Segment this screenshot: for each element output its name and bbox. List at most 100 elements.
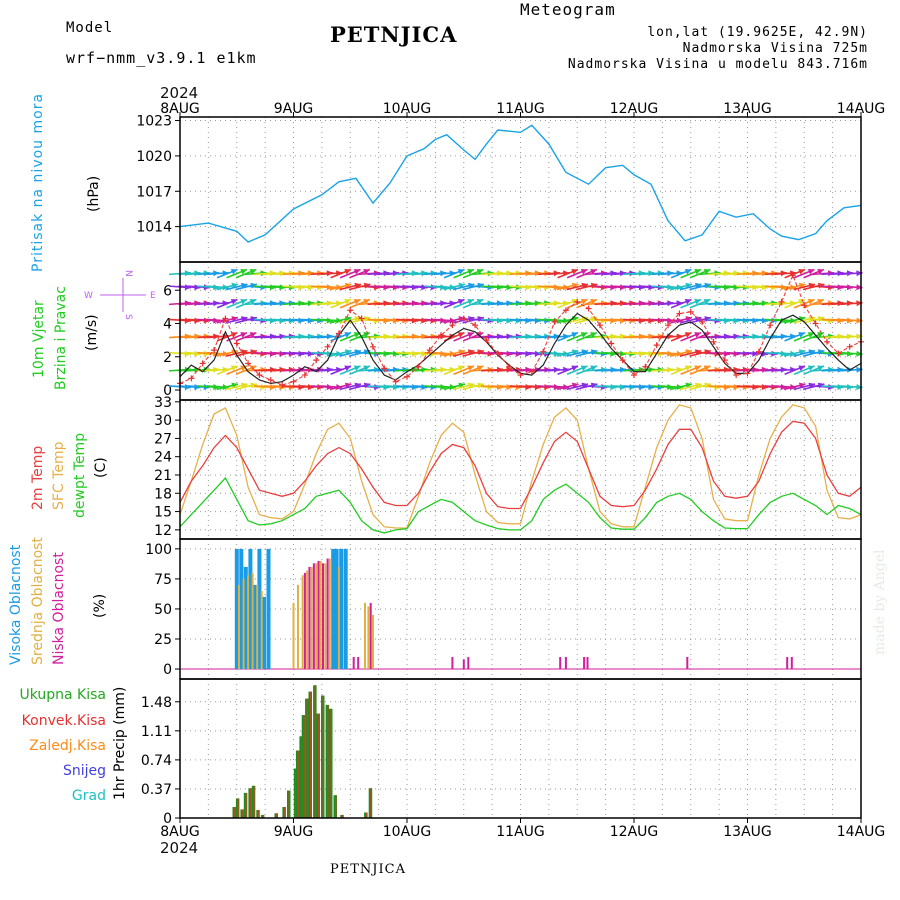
wind-barb: [443, 298, 465, 309]
cloud-bar: [339, 548, 344, 670]
gust-marker: [517, 372, 524, 379]
low-cloud-title: Niska Oblacnost: [51, 552, 67, 665]
gust-marker: [812, 320, 819, 327]
y-tick-label: 0: [163, 662, 172, 678]
gust-marker: [301, 372, 308, 379]
precip-bar-conv: [310, 691, 312, 818]
y-tick-label: 1.48: [141, 695, 172, 711]
y-tick-label: 1.11: [141, 724, 172, 740]
gust-marker: [438, 332, 445, 339]
precip-bar-conv: [365, 812, 368, 818]
cloud-bar: [319, 560, 322, 670]
cloud-bar: [357, 657, 360, 669]
gust-marker: [222, 315, 229, 322]
location-coordinates: lon,lat (19.9625E, 42.9N): [647, 25, 868, 40]
legend-snow: Snijeg: [63, 763, 106, 779]
wind-barb: [670, 268, 692, 279]
wind-barb: [840, 284, 863, 291]
precip-bar-conv: [283, 807, 286, 818]
precip-title: 1hr Precip (mm): [112, 687, 128, 800]
y-tick-label: 4: [163, 317, 172, 333]
cloud-bar: [451, 657, 454, 669]
wind-barb: [840, 366, 863, 373]
wind-barb: [566, 331, 588, 342]
gust-marker: [188, 375, 195, 382]
wind-barb: [840, 333, 863, 340]
legend-convective: Konvek.Kisa: [22, 713, 106, 729]
x-tick-label-bottom: 8AUG: [160, 824, 200, 840]
cloud-bar: [686, 657, 689, 669]
cloud-bar: [564, 657, 567, 669]
cloud-bars: [234, 548, 793, 670]
precip-bar-conv: [253, 785, 255, 818]
wind-barb: [226, 268, 248, 279]
meteogram-label: Meteogram: [520, 0, 616, 19]
precip-bar-conv: [249, 788, 252, 818]
gust-marker: [290, 378, 297, 385]
precip-bar-conv: [330, 708, 332, 818]
cloud-bar: [234, 548, 239, 670]
gust-marker: [415, 363, 422, 370]
temp2m-line: [179, 420, 862, 510]
cloud-bar: [467, 657, 470, 669]
x-tick-label-top: 11AUG: [496, 101, 545, 117]
gust-marker: [324, 343, 331, 350]
gust-marker: [540, 348, 547, 355]
gust-marker: [755, 348, 762, 355]
wind-barb: [453, 298, 475, 309]
year-top-label: 2024: [160, 84, 198, 102]
precip-panel: Ukupna Kisa Konvek.Kisa Zaledj.Kisa Snij…: [19, 678, 862, 827]
wind-barb: [840, 384, 863, 391]
pressure-panel: Pritisak na nivou mora (hPa) 1014 1017 102…: [30, 93, 862, 272]
cloud-bar: [559, 657, 562, 669]
compass-rose: N S W E: [84, 270, 156, 320]
gust-marker: [369, 343, 376, 350]
cloud-bar: [343, 548, 348, 670]
wind-barb: [793, 331, 815, 342]
station-title: PETNJICA: [330, 22, 458, 47]
gust-marker: [721, 357, 728, 364]
wind-barb: [566, 365, 588, 375]
wind-title: 10m Vjetar: [31, 300, 47, 378]
precip-bar-conv: [341, 814, 344, 818]
gust-marker: [631, 372, 637, 379]
wind-barb: [680, 298, 702, 309]
gust-marker: [551, 318, 558, 325]
x-tick-label-bottom: 13AUG: [723, 824, 772, 840]
dewpt-title: dewpt Temp: [72, 433, 88, 518]
sfc-temp-title: SFC Temp: [51, 441, 67, 510]
wind-barb: [784, 268, 806, 279]
y-tick-label: 21: [154, 468, 172, 484]
model-label: Model: [66, 20, 114, 36]
gust-marker: [653, 342, 660, 349]
y-tick-label: 0: [163, 811, 172, 827]
cloud-panel: Visoka Oblacnost Srednja Oblacnost Niska…: [8, 537, 862, 680]
precip-bar-conv: [300, 736, 303, 818]
pressure-unit: (hPa): [86, 176, 102, 212]
cloud-bar: [248, 548, 253, 670]
cloud-bar: [364, 602, 366, 669]
wind-barb: [840, 270, 863, 277]
wind-barb: [339, 298, 361, 309]
cloud-bar: [322, 563, 324, 670]
precip-bar-conv: [306, 698, 309, 818]
wind-barb: [670, 298, 692, 309]
y-tick-label: 1017: [136, 184, 172, 200]
legend-grad: Grad: [72, 788, 106, 804]
gust-marker: [710, 338, 717, 345]
y-tick-label: 25: [154, 632, 172, 648]
wind-barb: [226, 331, 248, 342]
gust-marker: [687, 308, 694, 315]
precip-bar-conv: [288, 790, 290, 818]
x-tick-label-bottom: 11AUG: [496, 824, 545, 840]
precip-bar-conv: [297, 750, 299, 818]
cloud-bar: [256, 584, 259, 669]
pressure-title: Pritisak na nivou mora: [30, 93, 46, 272]
wind-barb: [680, 268, 702, 279]
legend-total: Ukupna Kisa: [19, 687, 106, 703]
y-tick-label: 6: [163, 283, 172, 299]
precip-bar-conv: [318, 713, 320, 818]
y-tick-label: 0.37: [141, 782, 172, 798]
gust-marker: [767, 322, 774, 329]
cloud-bar: [251, 572, 254, 669]
